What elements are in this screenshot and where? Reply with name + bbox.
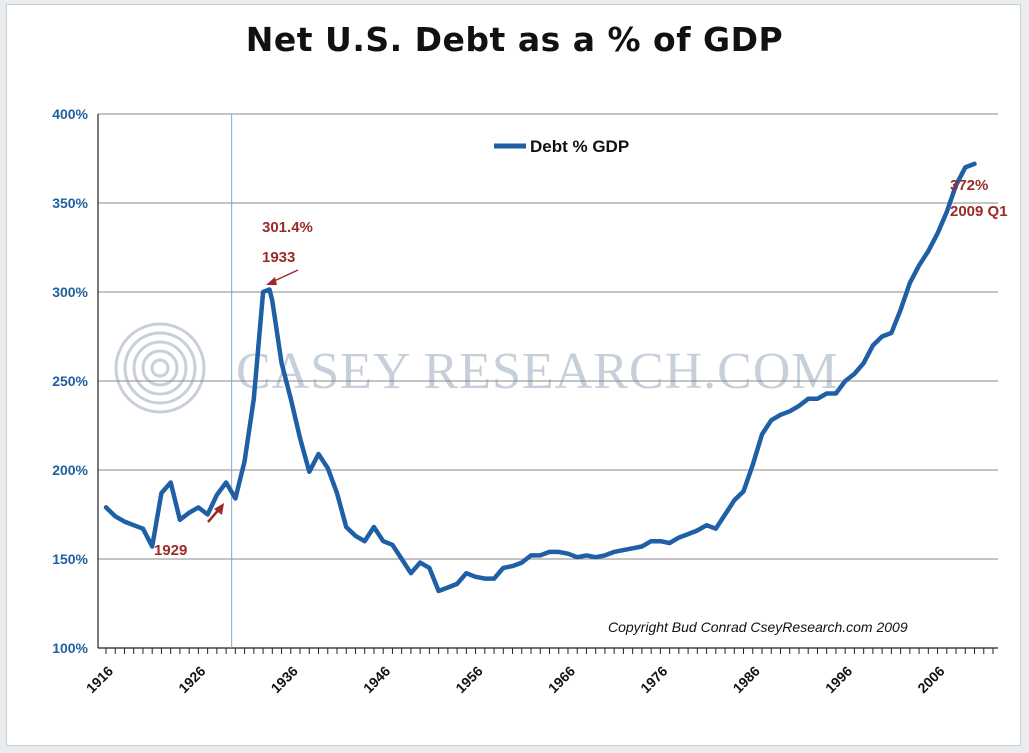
x-tick-label: 1946: [360, 663, 393, 696]
annotation-1929: 1929: [154, 542, 187, 559]
annotation-end-date: 2009 Q1: [950, 203, 1008, 220]
grid-lines: [97, 113, 998, 649]
x-tick-label: 1986: [730, 663, 763, 696]
x-tick-label: 1936: [268, 663, 301, 696]
chart-title: Net U.S. Debt as a % of GDP: [245, 20, 784, 59]
series-line-debt-gdp: [103, 161, 977, 594]
y-tick-label: 150%: [52, 551, 88, 567]
y-tick-label: 400%: [52, 106, 88, 122]
annotations: 1929 301.4% 1933 372% 2009 Q1: [154, 177, 1008, 559]
annotation-peak-year: 1933: [262, 249, 295, 266]
x-tick-label: 1976: [637, 663, 670, 696]
x-axis: 1916 1926 1936 1946 1956 1966 1976 1986 1996 2006: [83, 648, 994, 696]
y-axis-labels: 100% 150% 200% 250% 300% 350% 400%: [52, 106, 88, 656]
x-tick-label: 2006: [914, 663, 947, 696]
watermark-text: CASEY RESEARCH.COM: [236, 343, 839, 400]
x-tick-label: 1966: [545, 663, 578, 696]
annotation-peak-arrowhead-icon: [266, 277, 277, 285]
legend-label: Debt % GDP: [530, 137, 629, 156]
copyright-note: Copyright Bud Conrad CseyResearch.com 20…: [608, 619, 908, 635]
x-tick-label: 1956: [452, 663, 485, 696]
x-tick-label: 1926: [175, 663, 208, 696]
y-tick-label: 300%: [52, 284, 88, 300]
y-tick-label: 100%: [52, 640, 88, 656]
x-tick-label: 1916: [83, 663, 116, 696]
watermark: CASEY RESEARCH.COM: [114, 322, 839, 414]
annotation-end-value: 372%: [950, 177, 988, 194]
series-group: [103, 161, 977, 594]
annotation-peak-arrow: [271, 269, 299, 283]
y-tick-label: 250%: [52, 373, 88, 389]
y-tick-label: 200%: [52, 462, 88, 478]
y-tick-label: 350%: [52, 195, 88, 211]
x-tick-label: 1996: [822, 663, 855, 696]
annotation-1929-arrowhead-icon: [214, 503, 224, 515]
watermark-logo-icon: [114, 322, 206, 414]
annotation-peak-value: 301.4%: [262, 219, 313, 236]
legend: Debt % GDP: [494, 137, 629, 156]
